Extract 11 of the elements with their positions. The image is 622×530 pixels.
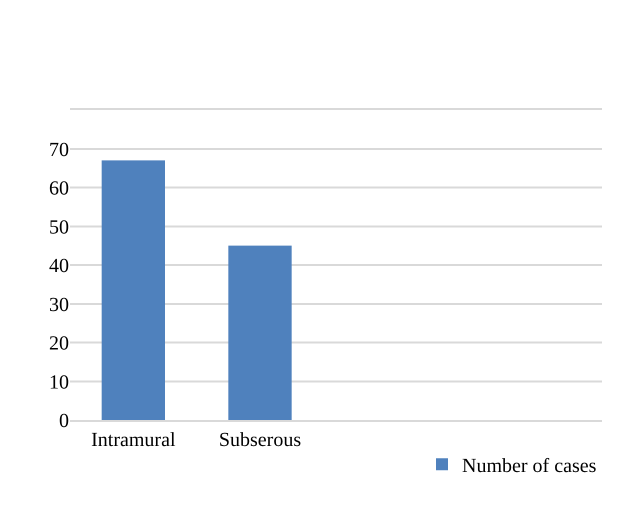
y-tick-label: 0	[59, 410, 69, 432]
y-tick-label: 40	[49, 255, 69, 277]
y-tick-label: 10	[49, 371, 69, 394]
y-tick-label: 20	[49, 332, 69, 354]
x-tick-label: Intramural	[91, 429, 176, 451]
y-tick-label: 30	[49, 294, 69, 316]
y-tick-label: 50	[49, 216, 69, 238]
y-tick-label: 70	[49, 138, 69, 161]
x-tick-label: Subserous	[218, 429, 302, 451]
legend-label: Number of cases	[462, 455, 597, 478]
y-tick-label: 60	[49, 178, 69, 200]
